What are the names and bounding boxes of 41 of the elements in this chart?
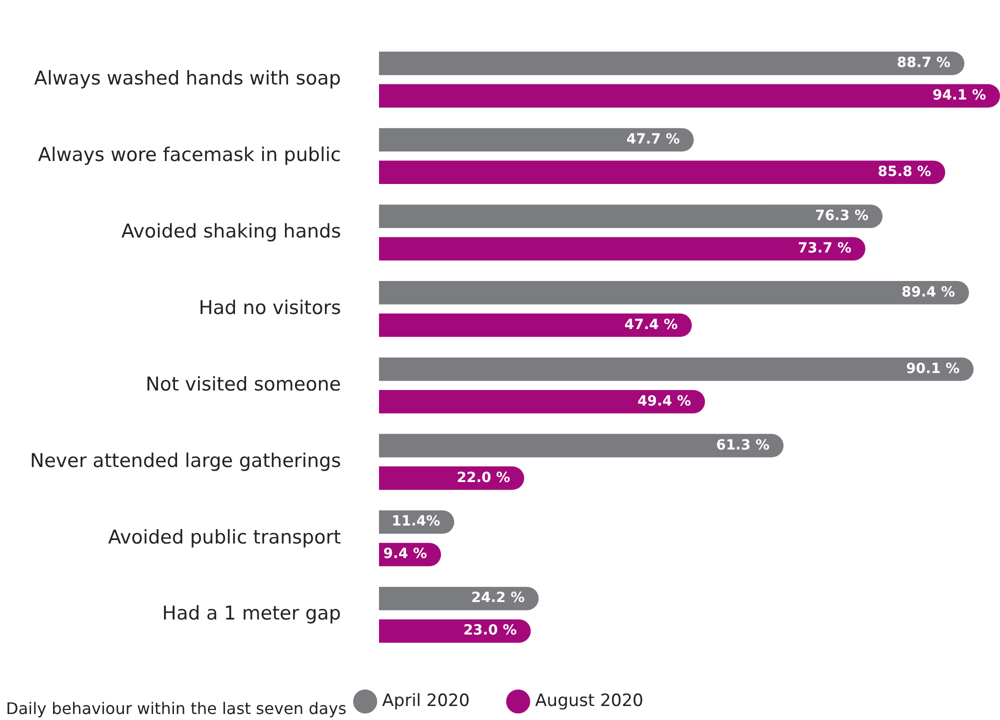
bar: [378, 281, 969, 304]
bar: [378, 314, 692, 337]
legend-label: April 2020: [382, 690, 470, 711]
bar: [378, 204, 883, 228]
data-label: 73.7 %: [798, 240, 852, 256]
y-tick-label: Always washed hands with soap: [34, 68, 341, 90]
bar: [378, 357, 974, 381]
bar: [378, 466, 524, 490]
y-tick-label: Avoided shaking hands: [121, 220, 341, 242]
data-label: 47.4 %: [624, 316, 678, 333]
legend-label: August 2020: [535, 690, 644, 711]
data-label: 22.0 %: [456, 470, 510, 486]
data-label: 47.7 %: [626, 131, 680, 148]
y-tick-label: Not visited someone: [146, 373, 341, 396]
data-label: 90.1 %: [906, 360, 960, 377]
y-tick-label: Had a 1 meter gap: [162, 602, 341, 625]
bar: [378, 160, 946, 184]
bar: [378, 619, 531, 643]
bar: [378, 128, 694, 152]
data-label: 24.2 %: [471, 590, 525, 606]
data-label: 23.0 %: [463, 622, 517, 639]
data-label: 76.3 %: [815, 208, 869, 224]
bar: [378, 390, 705, 414]
data-label: 94.1 %: [932, 88, 986, 104]
data-label: 11.4%: [392, 514, 440, 530]
bar: [378, 84, 1000, 108]
data-label: 9.4 %: [383, 546, 428, 562]
data-label: 49.4 %: [638, 393, 691, 410]
y-tick-label: Always wore facemask in public: [38, 144, 341, 166]
bar: [378, 586, 539, 610]
data-label: 89.4 %: [902, 284, 955, 300]
text: Daily behaviour within the last seven days: [6, 699, 346, 718]
y-tick-label: Never attended large gatherings: [30, 450, 341, 472]
bar: [378, 434, 784, 458]
data-label: 85.8 %: [878, 164, 932, 180]
bar: [378, 52, 964, 76]
data-label: 88.7 %: [896, 55, 950, 72]
y-tick-label: Avoided public transport: [108, 526, 341, 548]
data-label: 61.3 %: [716, 437, 770, 454]
y-tick-label: Had no visitors: [198, 296, 341, 319]
bar: [378, 237, 866, 260]
